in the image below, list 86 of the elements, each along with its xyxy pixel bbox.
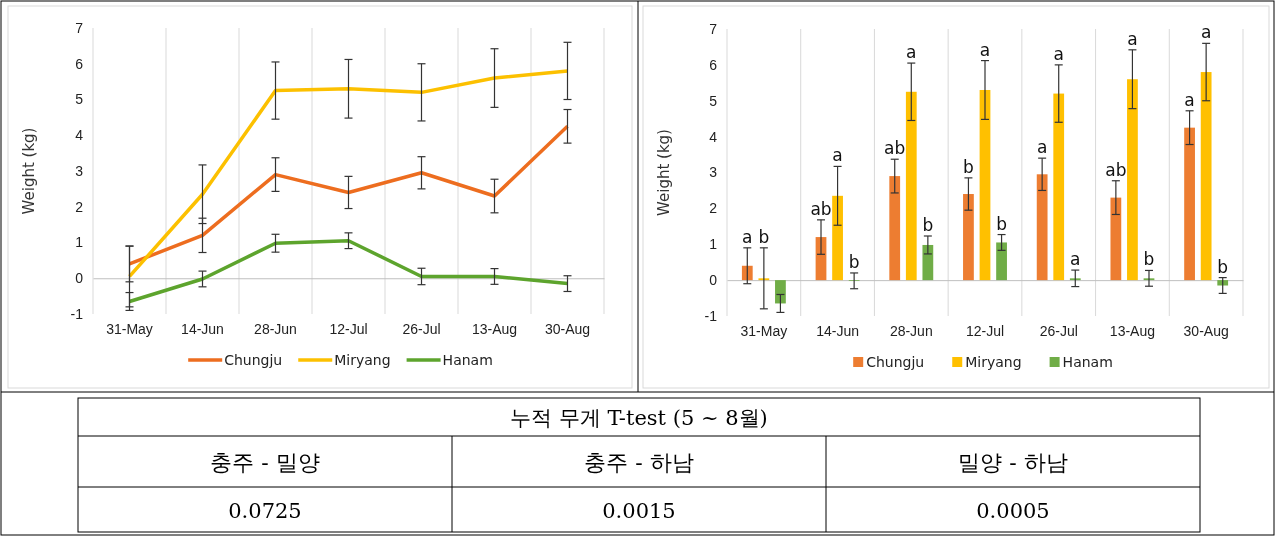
y-tick-label: 6	[75, 55, 84, 72]
category-label: 충주 - 밀양	[210, 450, 320, 475]
data-label: a	[1036, 137, 1048, 158]
legend-label: Hanam	[442, 352, 493, 368]
y-tick-label: 3	[709, 164, 718, 181]
bar	[1217, 280, 1229, 286]
bar	[979, 89, 991, 281]
x-tick-label: 31-May	[106, 320, 153, 337]
bar	[775, 280, 786, 304]
data-label: ab	[884, 138, 906, 159]
line-series	[127, 124, 570, 266]
data-label: a	[1200, 22, 1212, 43]
data-label: 0.0005	[976, 499, 1050, 523]
legend-label: Chungju	[866, 354, 925, 370]
x-tick-label: 13-Aug	[471, 320, 518, 337]
text: 누적 무게 T-test (5 ~ 8월)	[510, 406, 768, 430]
data-label: b	[848, 251, 860, 272]
data-label: b	[1217, 256, 1229, 277]
y-tick-label: 2	[75, 198, 84, 215]
x-tick-label: 12-Jul	[965, 322, 1005, 339]
bar	[1184, 127, 1195, 281]
bar	[1036, 174, 1048, 281]
y-tick-label: 4	[75, 127, 84, 144]
data-label: b	[996, 213, 1007, 234]
y-tick-label: -1	[704, 307, 718, 324]
bar	[905, 91, 917, 281]
y-axis-title: Weight (kg)	[20, 127, 38, 215]
data-label: 0.0015	[602, 499, 676, 523]
x-tick-label: 12-Jul	[329, 320, 368, 337]
x-tick-label: 14-Jun	[816, 322, 859, 339]
data-label: b	[922, 215, 934, 235]
y-tick-label: 3	[75, 162, 84, 179]
data-label: a	[1070, 249, 1081, 270]
y-tick-label: 7	[75, 19, 84, 36]
bar	[1053, 93, 1065, 281]
legend-label: Miryang	[334, 352, 391, 368]
y-tick-label: 0	[75, 270, 84, 287]
bar	[1110, 197, 1122, 281]
x-tick-label: 31-May	[740, 322, 788, 339]
data-label: b	[1143, 249, 1155, 270]
legend-label: Hanam	[1062, 354, 1113, 370]
y-tick-label: -1	[70, 305, 84, 322]
x-tick-label: 26-Jul	[402, 320, 441, 337]
category-label: 밀양 - 하남	[958, 450, 1068, 475]
category-label: 충주 - 하남	[584, 450, 694, 475]
data-label: a	[1184, 89, 1195, 110]
data-label: a	[742, 226, 753, 247]
y-tick-label: 5	[75, 91, 84, 108]
legend-label: Miryang	[965, 354, 1022, 370]
data-label: a	[906, 42, 917, 63]
x-tick-label: 26-Jul	[1039, 322, 1078, 339]
data-label: a	[832, 145, 843, 166]
x-tick-label: 30-Aug	[1183, 322, 1229, 339]
bar	[1127, 79, 1138, 281]
y-tick-label: 1	[709, 236, 718, 253]
data-label: b	[758, 226, 770, 247]
data-label: a	[1127, 28, 1138, 49]
data-label: a	[1053, 43, 1064, 64]
y-tick-label: 6	[709, 56, 718, 73]
y-tick-label: 5	[709, 92, 718, 109]
data-label: 0.0725	[228, 499, 302, 523]
bar	[832, 195, 843, 281]
bar	[963, 194, 974, 281]
data-label: ab	[810, 198, 832, 219]
x-tick-label: 28-Jun	[254, 320, 297, 337]
y-tick-label: 7	[709, 20, 718, 37]
bar	[741, 265, 753, 281]
x-tick-label: 13-Aug	[1109, 322, 1156, 339]
line-series	[127, 238, 570, 304]
y-tick-label: 2	[709, 200, 718, 217]
y-tick-label: 0	[709, 272, 718, 289]
y-tick-label: 4	[709, 128, 718, 145]
data-label: a	[979, 39, 991, 60]
bar	[996, 242, 1007, 281]
x-tick-label: 30-Aug	[544, 320, 591, 337]
y-axis-title: Weight (kg)	[655, 129, 673, 216]
data-label: b	[963, 156, 974, 177]
data-label: ab	[1105, 159, 1127, 180]
line-series	[127, 69, 570, 279]
x-tick-label: 28-Jun	[889, 322, 933, 339]
x-tick-label: 14-Jun	[181, 320, 224, 337]
bar	[922, 244, 934, 281]
bar	[889, 176, 901, 281]
bar	[1200, 72, 1212, 281]
legend-label: Chungju	[224, 352, 283, 368]
y-tick-label: 1	[75, 234, 84, 251]
